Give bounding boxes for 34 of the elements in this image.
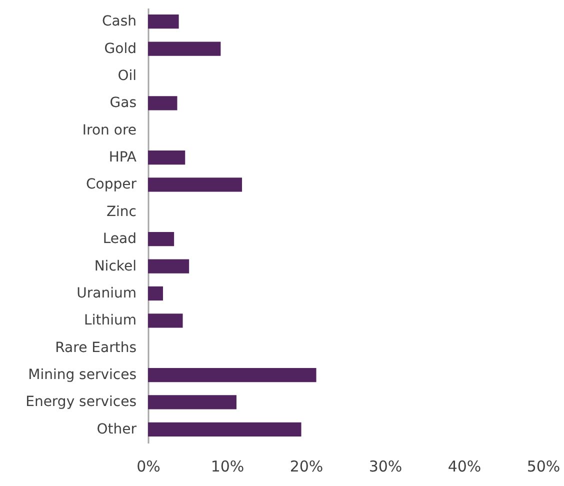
y-tick-label: Energy services	[26, 394, 136, 410]
y-tick-label: Other	[96, 421, 137, 438]
x-tick-label: 50%	[526, 458, 560, 476]
bar	[148, 422, 302, 436]
y-tick-label: Cash	[102, 14, 136, 30]
x-tick-label: 20%	[290, 458, 324, 476]
bar	[148, 395, 236, 410]
bar	[148, 259, 190, 274]
y-tick-label: Nickel	[94, 258, 136, 274]
y-tick-label: Rare Earths	[55, 340, 136, 356]
y-tick-label: Iron ore	[82, 122, 136, 138]
bar	[148, 150, 186, 165]
bar	[148, 314, 183, 328]
x-tick-label: 10%	[210, 458, 244, 476]
y-tick-label: Copper	[86, 176, 137, 193]
x-tick-label: 30%	[368, 458, 402, 476]
bar	[148, 368, 316, 382]
y-tick-label: Gold	[104, 40, 136, 57]
bar	[148, 96, 178, 110]
y-tick-label: Lead	[102, 231, 136, 248]
y-tick-label: Gas	[110, 95, 136, 112]
bar	[148, 232, 174, 246]
y-tick-label: Mining services	[28, 367, 136, 384]
bar	[148, 178, 242, 192]
y-tick-label: Lithium	[84, 312, 136, 329]
x-tick-label: 40%	[448, 458, 482, 476]
y-tick-label: HPA	[108, 150, 137, 166]
y-tick-label: Uranium	[76, 285, 136, 302]
bar	[148, 14, 179, 29]
bar	[148, 42, 221, 56]
y-tick-label: Oil	[118, 68, 136, 84]
bar	[148, 286, 164, 301]
y-tick-label: Zinc	[106, 204, 136, 220]
x-tick-label: 0%	[136, 458, 160, 476]
